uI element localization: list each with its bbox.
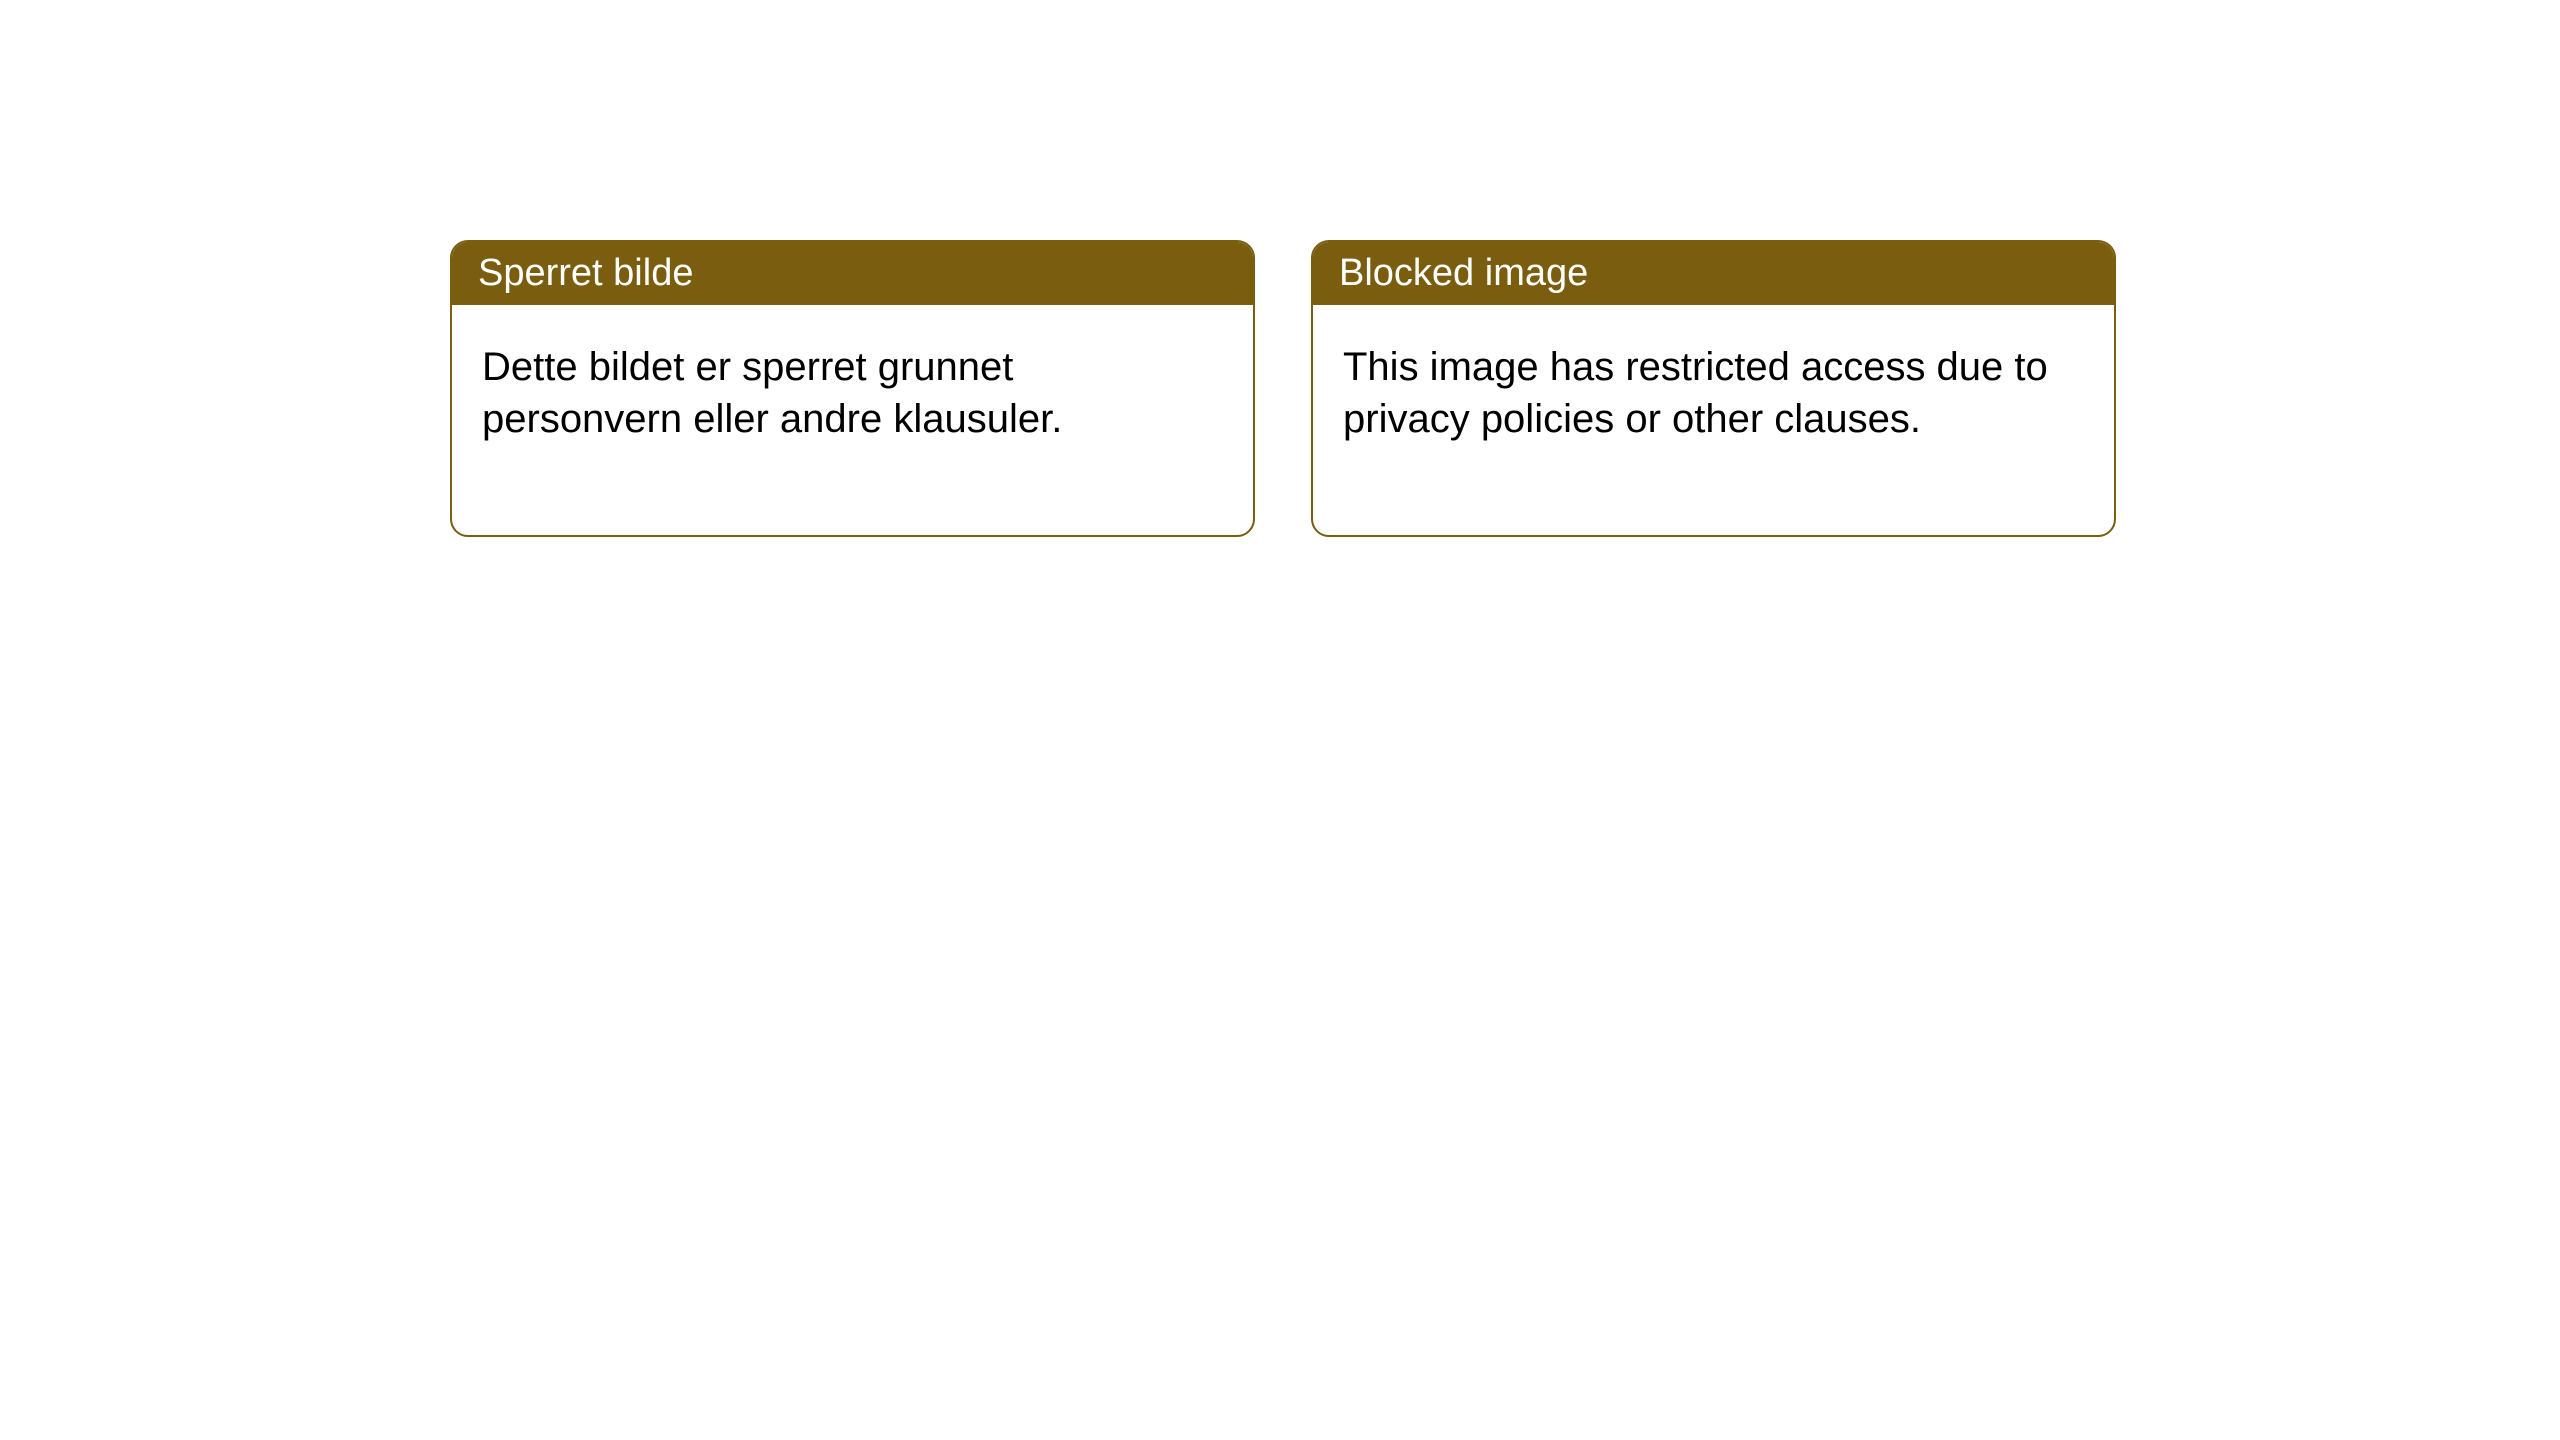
notice-card-norwegian: Sperret bilde Dette bildet er sperret gr… [450,240,1255,537]
notice-body-norwegian: Dette bildet er sperret grunnet personve… [452,305,1253,535]
notice-header-english: Blocked image [1313,242,2114,305]
notice-header-norwegian: Sperret bilde [452,242,1253,305]
notice-body-english: This image has restricted access due to … [1313,305,2114,535]
notice-card-english: Blocked image This image has restricted … [1311,240,2116,537]
notice-cards-container: Sperret bilde Dette bildet er sperret gr… [450,240,2560,537]
